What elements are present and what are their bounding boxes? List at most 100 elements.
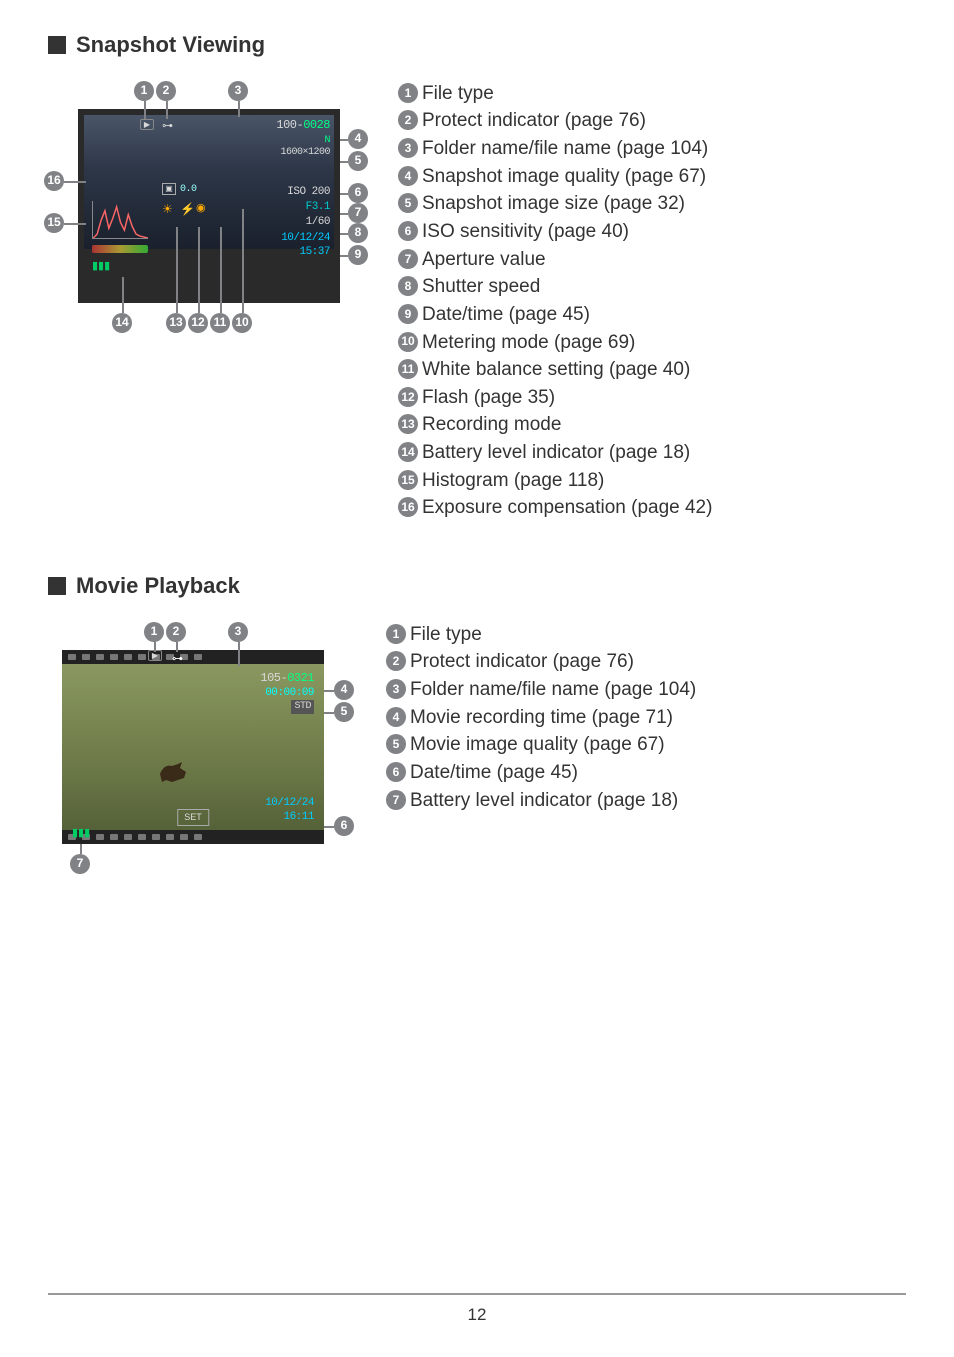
shutter-text: 1/60: [306, 215, 330, 230]
legend-text: Movie image quality (page 67): [410, 732, 665, 758]
legend-num: 16: [398, 497, 418, 517]
time-text: 15:37: [299, 245, 330, 260]
callout-m6: 6: [334, 816, 354, 836]
legend-text: File type: [422, 81, 494, 107]
legend-num: 7: [386, 790, 406, 810]
page-number: 12: [48, 1303, 906, 1327]
callout-6: 6: [348, 183, 368, 203]
callout-m2: 2: [166, 622, 186, 642]
callout-10: 10: [232, 313, 252, 333]
legend-text: Flash (page 35): [422, 385, 555, 411]
callout-15: 15: [44, 213, 64, 233]
section-heading-movie: Movie Playback: [48, 571, 906, 602]
legend-num: 13: [398, 414, 418, 434]
callout-m4: 4: [334, 680, 354, 700]
legend-text: Exposure compensation (page 42): [422, 495, 712, 521]
protect-icon: ⊶: [172, 652, 183, 667]
rec-mode-icon: ◉: [196, 201, 206, 216]
time-text: 16:11: [283, 810, 314, 825]
legend-num: 1: [398, 83, 418, 103]
legend-num: 4: [398, 166, 418, 186]
legend-num: 9: [398, 304, 418, 324]
page-footer: 12: [48, 1293, 906, 1327]
legend-num: 4: [386, 707, 406, 727]
callout-m3: 3: [228, 622, 248, 642]
callout-8: 8: [348, 223, 368, 243]
legend-text: Movie recording time (page 71): [410, 705, 673, 731]
legend-text: Histogram (page 118): [422, 468, 604, 494]
section-heading-snapshot: Snapshot Viewing: [48, 30, 906, 61]
legend-num: 3: [386, 679, 406, 699]
callout-m7: 7: [70, 854, 90, 874]
iso-text: ISO 200: [287, 185, 330, 200]
folder-file-name: 105-0321: [260, 670, 314, 687]
white-balance-icon: ☀: [162, 201, 173, 218]
protect-icon: ⊶: [162, 119, 173, 134]
movie-lcd: ▶ ⊶ 105-0321 00:00:09 STD 10/12/24 16:11…: [62, 650, 324, 844]
file-type-icon: ▶: [140, 119, 154, 130]
legend-num: 12: [398, 387, 418, 407]
snapshot-lcd: ▶ ⊶ 100-0028 N 1600×1200 ISO 200 F3.1 1/…: [78, 109, 340, 303]
section-title: Movie Playback: [76, 571, 240, 602]
histogram-icon: [92, 201, 148, 239]
legend-num: 14: [398, 442, 418, 462]
callout-13: 13: [166, 313, 186, 333]
folder-file-name: 100-0028: [276, 117, 330, 134]
callout-11: 11: [210, 313, 230, 333]
legend-text: Folder name/file name (page 104): [410, 677, 696, 703]
legend-text: White balance setting (page 40): [422, 357, 690, 383]
legend-num: 6: [398, 221, 418, 241]
set-label: SET: [177, 809, 209, 826]
legend-num: 6: [386, 762, 406, 782]
movie-quality-text: STD: [291, 700, 314, 714]
legend-text: Snapshot image size (page 32): [422, 191, 685, 217]
exposure-bar-icon: [92, 245, 148, 253]
battery-icon: ▮▮▮: [72, 826, 90, 841]
bullet-icon: [48, 577, 66, 595]
legend-num: 3: [398, 138, 418, 158]
legend-text: Shutter speed: [422, 274, 540, 300]
callout-m5: 5: [334, 702, 354, 722]
legend-num: 15: [398, 470, 418, 490]
callout-9: 9: [348, 245, 368, 265]
callout-16: 16: [44, 171, 64, 191]
movie-row: ▶ ⊶ 105-0321 00:00:09 STD 10/12/24 16:11…: [48, 622, 906, 884]
callout-5: 5: [348, 151, 368, 171]
legend-num: 1: [386, 624, 406, 644]
callout-14: 14: [112, 313, 132, 333]
legend-text: Snapshot image quality (page 67): [422, 164, 706, 190]
callout-2: 2: [156, 81, 176, 101]
legend-text: ISO sensitivity (page 40): [422, 219, 629, 245]
battery-icon: ▮▮▮: [92, 259, 110, 274]
legend-num: 8: [398, 276, 418, 296]
deer-icon: [152, 754, 192, 786]
legend-text: Metering mode (page 69): [422, 330, 635, 356]
legend-text: Recording mode: [422, 412, 561, 438]
image-size-text: 1600×1200: [280, 146, 330, 160]
legend-text: Protect indicator (page 76): [422, 108, 646, 134]
callout-4: 4: [348, 129, 368, 149]
callout-m1: 1: [144, 622, 164, 642]
snapshot-diagram: ▶ ⊶ 100-0028 N 1600×1200 ISO 200 F3.1 1/…: [48, 81, 370, 523]
footer-divider: [48, 1293, 906, 1295]
legend-text: Date/time (page 45): [410, 760, 578, 786]
snapshot-row: ▶ ⊶ 100-0028 N 1600×1200 ISO 200 F3.1 1/…: [48, 81, 906, 523]
ev-text: 0.0: [180, 183, 197, 197]
film-strip-icon: [62, 650, 324, 664]
callout-7: 7: [348, 203, 368, 223]
legend-num: 2: [398, 110, 418, 130]
legend-num: 5: [398, 193, 418, 213]
callout-12: 12: [188, 313, 208, 333]
section-title: Snapshot Viewing: [76, 30, 265, 61]
callout-3: 3: [228, 81, 248, 101]
legend-num: 5: [386, 734, 406, 754]
legend-num: 2: [386, 651, 406, 671]
legend-text: File type: [410, 622, 482, 648]
movie-legend: 1File type 2Protect indicator (page 76) …: [386, 622, 906, 884]
legend-text: Battery level indicator (page 18): [410, 788, 678, 814]
aperture-text: F3.1: [306, 200, 330, 215]
movie-diagram: ▶ ⊶ 105-0321 00:00:09 STD 10/12/24 16:11…: [48, 622, 358, 884]
legend-text: Folder name/file name (page 104): [422, 136, 708, 162]
callout-1: 1: [134, 81, 154, 101]
legend-text: Aperture value: [422, 247, 546, 273]
